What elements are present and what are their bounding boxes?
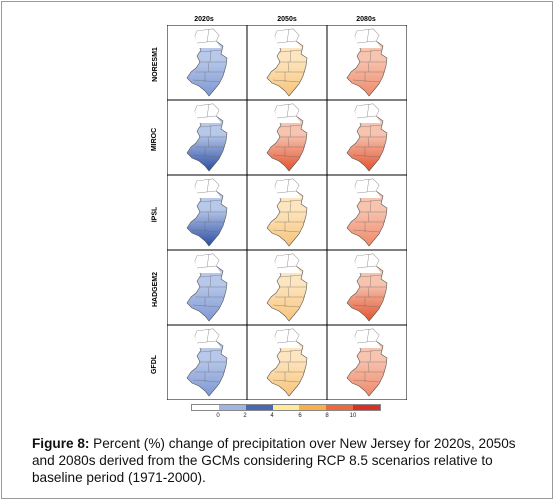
nj-map-miroc-2020s bbox=[186, 103, 228, 172]
legend-swatch-6 bbox=[353, 405, 381, 410]
nj-map-north-region bbox=[355, 329, 381, 348]
grid-lines bbox=[167, 25, 407, 400]
nj-map-ipsl-2080s bbox=[346, 178, 388, 247]
nj-county-borders bbox=[352, 103, 386, 158]
nj-map-north-region bbox=[195, 179, 221, 198]
nj-map-north-region bbox=[195, 254, 221, 273]
nj-map-north-region bbox=[275, 29, 301, 48]
nj-map-north-region bbox=[355, 254, 381, 273]
nj-county-borders bbox=[192, 253, 226, 308]
nj-maps bbox=[186, 28, 388, 397]
caption-label: Figure 8: bbox=[32, 436, 90, 451]
row-header-noresm1: NORESM1 bbox=[151, 46, 159, 82]
nj-map-north-region bbox=[195, 104, 221, 123]
nj-map-north-region bbox=[355, 179, 381, 198]
nj-map-ipsl-2020s bbox=[186, 178, 228, 247]
color-legend bbox=[191, 404, 381, 411]
nj-county-borders bbox=[192, 328, 226, 383]
nj-county-borders bbox=[192, 28, 226, 83]
nj-county-borders bbox=[352, 328, 386, 383]
nj-map-north-region bbox=[275, 104, 301, 123]
nj-map-north-region bbox=[275, 329, 301, 348]
legend-swatch-2 bbox=[245, 405, 273, 410]
nj-map-gfdl-2080s bbox=[346, 328, 388, 397]
nj-map-ipsl-2050s bbox=[266, 178, 308, 247]
legend-tick: 0 bbox=[216, 413, 220, 419]
nj-county-borders bbox=[272, 28, 306, 83]
col-header-2080s: 2080s bbox=[356, 16, 376, 23]
legend-swatch-1 bbox=[218, 405, 246, 410]
nj-county-borders bbox=[192, 178, 226, 233]
nj-map-north-region bbox=[275, 179, 301, 198]
row-header-hadgem2: HADGEM2 bbox=[151, 271, 159, 307]
legend-tick: 4 bbox=[270, 413, 274, 419]
legend-tick: 6 bbox=[298, 413, 302, 419]
col-header-2050s: 2050s bbox=[277, 16, 297, 23]
nj-county-borders bbox=[272, 103, 306, 158]
figure-caption: Figure 8: Percent (%) change of precipit… bbox=[32, 435, 538, 486]
nj-map-north-region bbox=[355, 104, 381, 123]
nj-map-noresm1-2020s bbox=[186, 28, 228, 97]
nj-county-borders bbox=[352, 28, 386, 83]
nj-map-hadgem2-2020s bbox=[186, 253, 228, 322]
row-header-ipsl: IPSL bbox=[151, 206, 159, 222]
legend-swatch-5 bbox=[326, 405, 354, 410]
nj-map-gfdl-2050s bbox=[266, 328, 308, 397]
nj-map-north-region bbox=[355, 29, 381, 48]
nj-map-noresm1-2080s bbox=[346, 28, 388, 97]
nj-map-hadgem2-2080s bbox=[346, 253, 388, 322]
legend-swatch-3 bbox=[272, 405, 300, 410]
legend-tick: 10 bbox=[349, 413, 357, 419]
nj-map-hadgem2-2050s bbox=[266, 253, 308, 322]
nj-map-miroc-2050s bbox=[266, 103, 308, 172]
nj-county-borders bbox=[272, 328, 306, 383]
nj-county-borders bbox=[352, 253, 386, 308]
caption-text: Percent (%) change of precipitation over… bbox=[32, 436, 516, 485]
legend-swatch-0 bbox=[192, 405, 219, 410]
nj-map-noresm1-2050s bbox=[266, 28, 308, 97]
nj-map-miroc-2080s bbox=[346, 103, 388, 172]
nj-map-north-region bbox=[275, 254, 301, 273]
nj-county-borders bbox=[192, 103, 226, 158]
legend-tick: 8 bbox=[325, 413, 329, 419]
legend-swatch-4 bbox=[299, 405, 327, 410]
row-header-gfdl: GFDL bbox=[151, 354, 159, 374]
nj-county-borders bbox=[272, 178, 306, 233]
col-header-2020s: 2020s bbox=[194, 16, 214, 23]
nj-county-borders bbox=[272, 253, 306, 308]
nj-map-north-region bbox=[195, 29, 221, 48]
legend-tick: 2 bbox=[243, 413, 247, 419]
row-header-miroc: MIROC bbox=[151, 127, 159, 151]
map-grid bbox=[167, 25, 407, 400]
nj-county-borders bbox=[352, 178, 386, 233]
nj-map-north-region bbox=[195, 329, 221, 348]
nj-map-gfdl-2020s bbox=[186, 328, 228, 397]
